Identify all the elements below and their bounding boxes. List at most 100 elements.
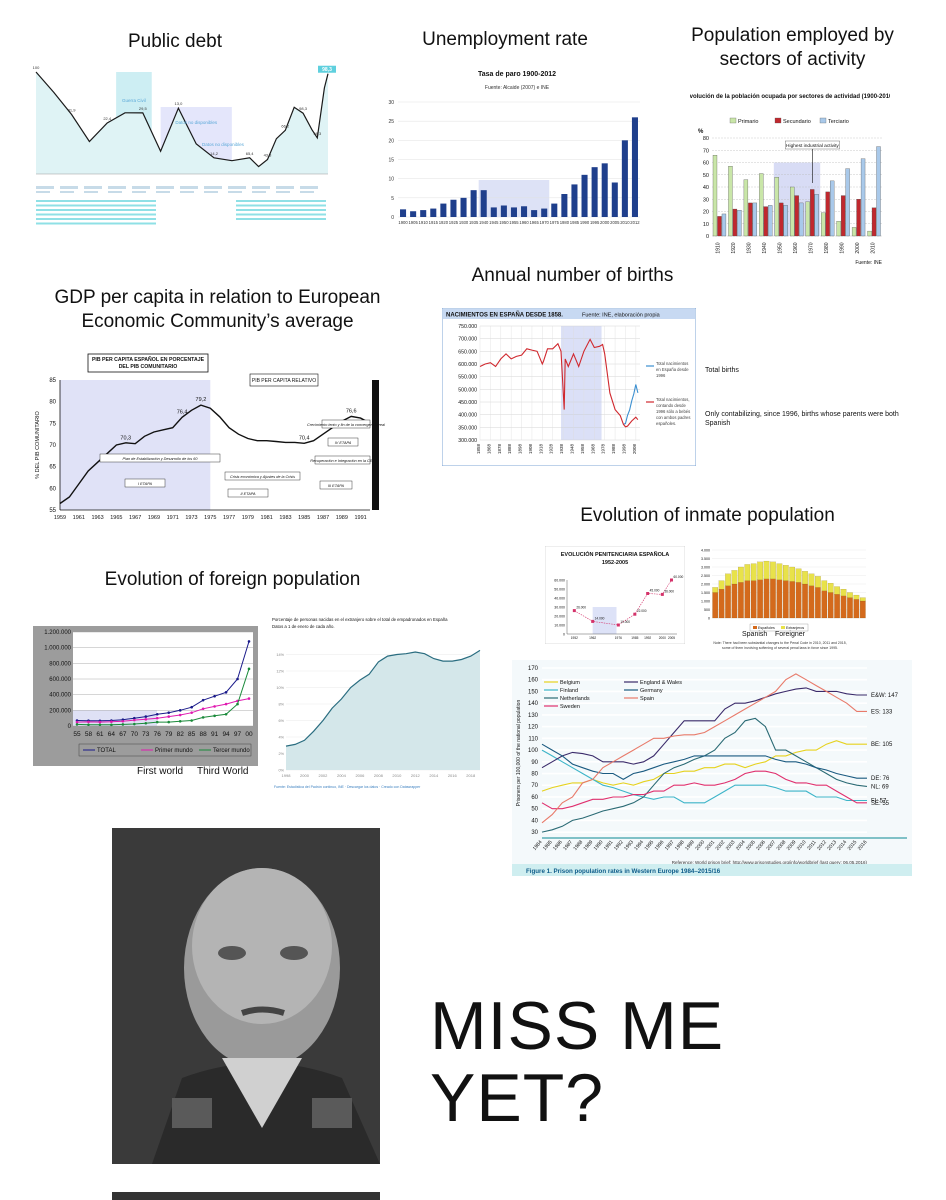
inm1-point — [660, 592, 664, 596]
inm2-bar — [750, 580, 757, 619]
unemp-x-tick: 2012 — [630, 220, 640, 225]
sectors-y-tick: 10 — [703, 222, 709, 228]
gdp-y-tick: 70 — [49, 443, 56, 449]
unemp-bar — [611, 182, 618, 217]
births-svg: NACIMIENTOS EN ESPAÑA DESDE 1858. Fuente:… — [441, 307, 697, 467]
prison-legend-label: Finland — [560, 688, 578, 694]
inm2-legend-box — [749, 623, 809, 632]
gdp-x-tick: 1961 — [73, 515, 85, 521]
inm2-bar — [738, 566, 744, 583]
prison-end-label: BE: 105 — [871, 742, 893, 748]
sectors-bar — [721, 213, 727, 237]
prison-y-tick: 90 — [531, 760, 538, 766]
prison-x-tick: 1985 — [542, 839, 554, 852]
prison-line — [541, 749, 867, 804]
sectors-bar — [779, 202, 784, 237]
inm2-bar — [853, 594, 860, 600]
sectors-bar — [876, 146, 881, 237]
births-x-tick: 1868 — [486, 444, 491, 455]
sectors-source: Fuente: INE — [855, 260, 882, 266]
inm2-bar — [808, 573, 815, 586]
fpct-y-tick: 14% — [276, 653, 284, 657]
sectors-bar — [728, 166, 733, 237]
prison-x-tick: 1996 — [654, 839, 666, 852]
births-spanish-note: Only contabilizing, since 1996, births w… — [705, 411, 899, 427]
inm2-bar — [802, 571, 808, 585]
inm2-bar — [738, 582, 744, 619]
gdp-x-tick: 1969 — [148, 515, 160, 521]
inm2-bar — [744, 564, 751, 581]
inm2-bar — [840, 589, 847, 596]
births-x-tick: 1958 — [580, 444, 585, 455]
prison-legend-label: Netherlands — [560, 696, 590, 702]
foreign-point — [247, 697, 251, 700]
inm1-x-tick: 1952 — [571, 636, 578, 640]
gdp-annotation-box — [314, 455, 371, 465]
prison-y-label: Prisoners per 100,000 of the national po… — [516, 700, 522, 807]
unemp-x-tick: 1915 — [429, 220, 439, 225]
foreign-point — [236, 702, 239, 706]
prison-x-tick: 1989 — [583, 839, 595, 852]
foreign-point — [133, 718, 136, 722]
unemp-x-tick: 1920 — [439, 220, 449, 225]
prison-x-tick: 2011 — [806, 839, 818, 851]
gdp-annotation: II ETAPA — [240, 492, 256, 496]
gdp-x-tick: 1985 — [298, 515, 310, 521]
unemp-x-tick: 2000 — [600, 220, 610, 225]
prison-x-tick: 2000 — [694, 839, 706, 852]
foreign-point — [247, 667, 251, 671]
sectors-x-tick: 1970 — [808, 242, 814, 253]
inmate-spanish-label: Spanish — [742, 631, 768, 638]
prison-end-label: ES: 133 — [871, 709, 893, 715]
debt-footnote-line — [236, 209, 326, 211]
inm2-bar — [847, 592, 853, 598]
births-x-tick: 1998 — [621, 444, 626, 455]
inm1-y-tick: 10.000 — [554, 624, 565, 628]
unemp-x-tick: 1975 — [550, 220, 560, 225]
inm2-bar — [731, 570, 738, 585]
foreign-x-tick: 76 — [154, 731, 162, 738]
sectors-bar — [836, 221, 841, 237]
prison-x-tick: 2010 — [796, 839, 808, 852]
foreign-point — [110, 720, 113, 723]
prison-legend-label: England & Wales — [640, 680, 682, 686]
prison-x-tick: 1987 — [562, 839, 574, 852]
gdp-legend-label: PIB PER CAPITA RELATIVO — [252, 378, 316, 384]
prison-y-tick: 40 — [531, 818, 538, 824]
foreign-x-tick: 00 — [245, 731, 253, 738]
prison-y-tick: 110 — [528, 736, 538, 742]
births-x-tick: 1988 — [611, 444, 616, 455]
unemp-x-tick: 1935 — [469, 220, 479, 225]
sectors-bar — [743, 179, 749, 237]
foreign-point — [98, 723, 102, 727]
inm1-highlight — [592, 607, 617, 634]
births-y-tick: 500.000 — [458, 387, 477, 393]
prison-x-tick: 2001 — [704, 839, 716, 852]
unemp-y-tick: 30 — [388, 100, 394, 106]
foreign-point — [190, 705, 193, 709]
gdp-annotation-box — [327, 437, 359, 447]
second-photo-edge — [112, 1192, 380, 1200]
inm1-data-label: 56.000 — [664, 589, 674, 593]
unemp-y-tick: 25 — [388, 119, 394, 125]
sectors-bar — [759, 173, 764, 237]
unemp-x-tick: 1950 — [499, 220, 509, 225]
gdp-annotation: Crisis económica y Ajustes de la Crisis — [230, 475, 295, 479]
inm2-bar — [860, 597, 866, 602]
unemp-x-tick: 1965 — [529, 220, 539, 225]
prison-end-label: E&W: 147 — [871, 693, 899, 699]
inm1-data-label: 14.000 — [595, 616, 605, 620]
gdp-x-tick: 1963 — [91, 515, 103, 521]
prison-line — [541, 770, 867, 810]
gdp-x-tick: 1973 — [185, 515, 197, 521]
foreign-third-world-label: Third World — [197, 766, 249, 777]
inmates-stacked-chart: 0 500 1.000 1.500 2.000 2.500 3.000 3.500 4.000 E… — [690, 546, 870, 650]
unemp-x-tick: 1930 — [459, 220, 469, 225]
debt-last-value-badge — [318, 65, 336, 73]
inm2-note-line1: Note: There had been substantial changes… — [713, 641, 846, 645]
inm2-y-tick: 1.500 — [701, 591, 710, 595]
foreign-point — [98, 720, 102, 724]
prison-x-tick: 1999 — [684, 839, 696, 852]
sectors-bar — [763, 206, 768, 237]
inm2-y-tick: 3.000 — [701, 566, 710, 570]
